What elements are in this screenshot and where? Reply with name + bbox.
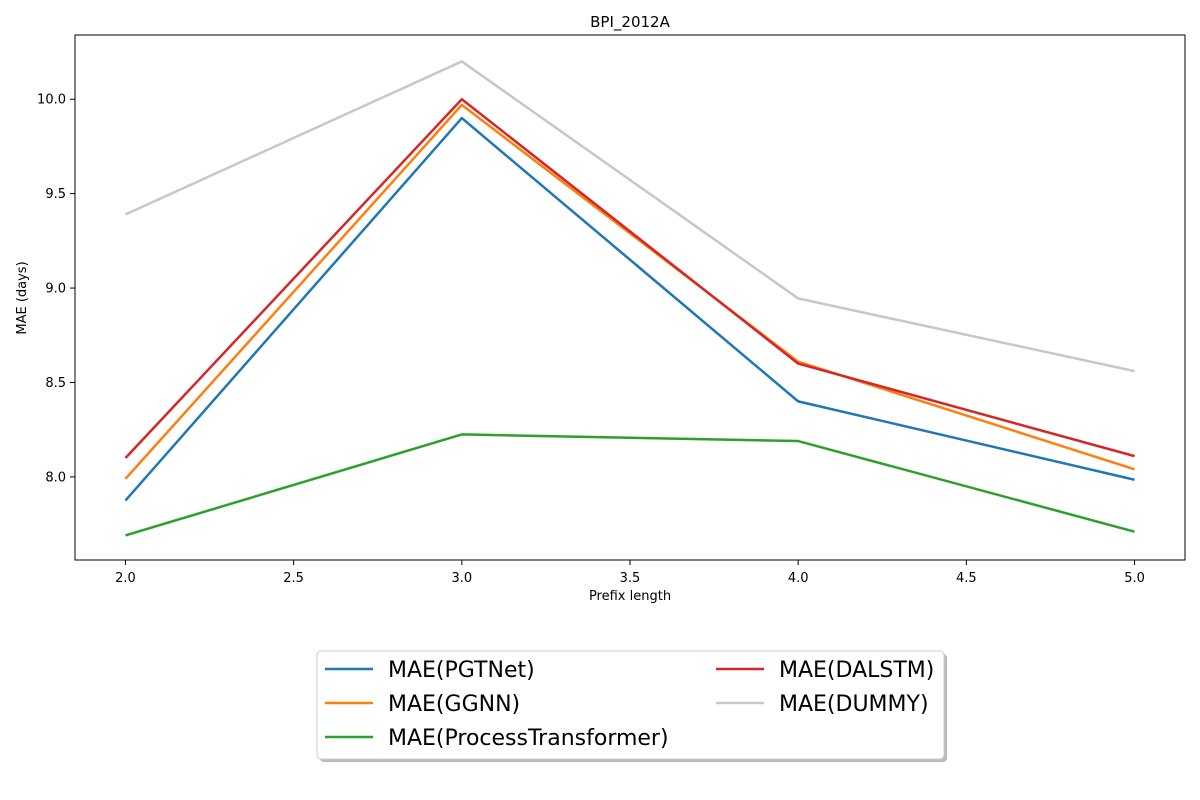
x-axis: 2.0 2.5 3.0 3.5 4.0 4.5 5.0 [115, 560, 1145, 586]
series-line-mae-dalstm [124, 97, 1135, 459]
series-line-mae-pgtnet [124, 116, 1135, 502]
y-axis-label: MAE (days) [15, 261, 30, 334]
legend-label: MAE(GGNN) [388, 692, 520, 717]
legend-label: MAE(PGTNet) [388, 658, 535, 683]
series-line-mae-dummy [124, 60, 1135, 373]
y-tick-label: 10.0 [37, 93, 66, 108]
legend-label: MAE(ProcessTransformer) [388, 726, 669, 751]
x-tick-label: 5.0 [1124, 571, 1145, 586]
x-tick-label: 3.0 [451, 571, 472, 586]
series-line-mae-ggnn [124, 103, 1135, 480]
x-tick-label: 2.5 [283, 571, 304, 586]
y-axis: 8.0 8.5 9.0 9.5 10.0 [37, 93, 75, 485]
x-tick-label: 3.5 [620, 571, 641, 586]
legend-items: MAE(PGTNet) MAE(GGNN) MAE(ProcessTransform… [325, 658, 934, 751]
plot-frame [74, 34, 1186, 561]
x-axis-label: Prefix length [589, 589, 671, 604]
x-tick-label: 4.0 [788, 571, 809, 586]
x-tick-label: 4.5 [956, 571, 977, 586]
legend: MAE(PGTNet) MAE(GGNN) MAE(ProcessTransform… [316, 650, 947, 762]
series-layer [124, 60, 1135, 537]
y-tick-label: 9.5 [45, 187, 66, 202]
y-tick-label: 8.0 [45, 470, 66, 485]
y-tick-label: 9.0 [45, 282, 66, 297]
legend-box [316, 650, 945, 760]
y-tick-label: 8.5 [45, 376, 66, 391]
legend-label: MAE(DALSTM) [779, 658, 934, 683]
x-tick-label: 2.0 [115, 571, 136, 586]
chart-title: BPI_2012A [590, 13, 670, 32]
series-line-mae-processtransformer [125, 433, 1135, 537]
legend-label: MAE(DUMMY) [779, 692, 929, 717]
